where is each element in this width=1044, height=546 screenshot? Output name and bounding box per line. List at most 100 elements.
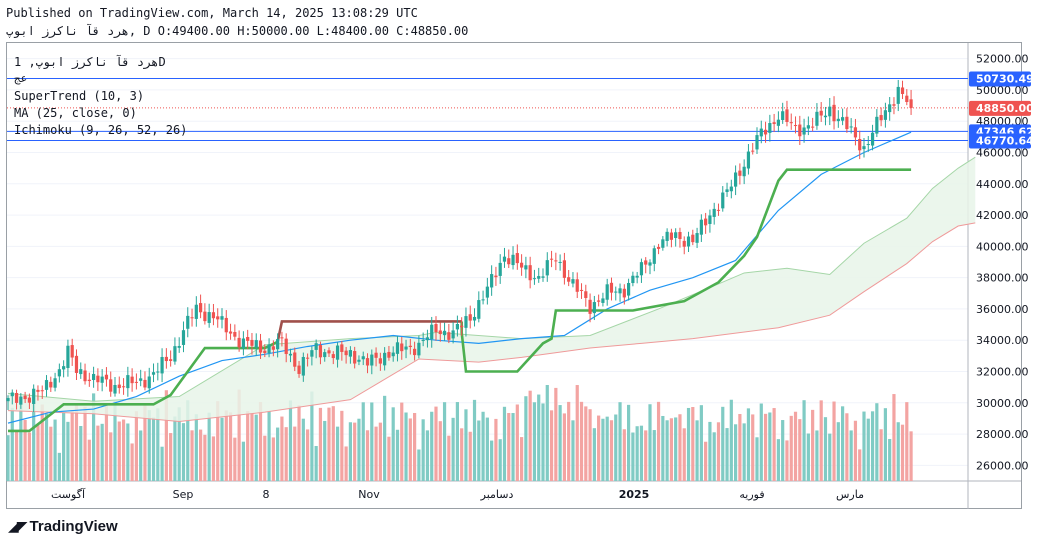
candle-body xyxy=(806,125,810,129)
volume-bar xyxy=(853,420,858,481)
volume-bar xyxy=(742,423,746,481)
volume-bar xyxy=(143,404,147,481)
candle-body xyxy=(532,278,537,280)
candle-body xyxy=(763,129,768,135)
candle-body xyxy=(858,139,862,151)
volume-bar xyxy=(845,413,849,481)
candle-body xyxy=(597,300,601,302)
candle-body xyxy=(404,346,408,350)
candle-body xyxy=(472,316,477,321)
candle-body xyxy=(211,312,216,319)
candle-body xyxy=(870,132,875,146)
candle-body xyxy=(507,258,511,265)
volume-bar xyxy=(793,411,798,481)
candle-body xyxy=(485,286,489,298)
candle-body xyxy=(490,274,494,288)
price-tick-label: 52000.00 xyxy=(976,53,1029,66)
candle-body xyxy=(344,350,348,356)
legend-supertrend[interactable]: SuperTrend (10, 3) xyxy=(14,89,145,103)
volume-bar xyxy=(62,412,66,481)
volume-bar xyxy=(100,423,104,481)
candle-body xyxy=(224,317,228,333)
candle-body xyxy=(74,355,79,373)
volume-bar xyxy=(413,412,417,481)
candle-body xyxy=(699,219,703,235)
candle-body xyxy=(618,288,622,294)
volume-bar xyxy=(798,419,802,481)
volume-bar xyxy=(746,408,751,481)
volume-bar xyxy=(588,409,592,481)
candle-body xyxy=(70,345,74,358)
candle-body xyxy=(695,233,699,243)
volume-bar xyxy=(652,430,656,481)
legend-ma[interactable]: MA (25, close, 0) xyxy=(14,106,137,120)
volume-bar xyxy=(507,413,511,481)
volume-bar xyxy=(186,400,190,481)
candles xyxy=(6,79,913,413)
volume-bar xyxy=(729,399,733,481)
volume-bar xyxy=(549,410,554,481)
candle-body xyxy=(639,262,644,276)
volume-bar xyxy=(220,417,224,481)
volume-bar xyxy=(438,421,442,481)
volume-bar xyxy=(258,401,263,481)
candle-body xyxy=(802,127,806,135)
candle-body xyxy=(734,172,738,187)
volume-bar xyxy=(391,407,395,481)
candle-body xyxy=(678,232,682,240)
legend-symbol[interactable]: هرد قآ ناكرز ابوپ, 1D xyxy=(14,55,166,69)
candle-body xyxy=(288,353,293,356)
volume-bar xyxy=(648,404,652,481)
volume-bar xyxy=(870,411,875,481)
volume-bar xyxy=(374,426,378,481)
volume-bar xyxy=(815,430,819,481)
volume-bar xyxy=(169,433,173,481)
price-tick-label: 28000.00 xyxy=(976,428,1029,441)
volume-bar xyxy=(447,435,451,481)
legend-ichimoku[interactable]: Ichimoku (9, 26, 52, 26) xyxy=(14,123,188,137)
candle-body xyxy=(592,302,596,314)
volume-bar xyxy=(6,435,10,481)
time-tick-label: 8 xyxy=(263,488,270,501)
candle-body xyxy=(306,357,310,359)
candle-body xyxy=(258,340,263,353)
volume-bar xyxy=(190,430,194,481)
candle-body xyxy=(335,345,340,360)
candle-body xyxy=(32,388,36,404)
volume-bar xyxy=(121,419,126,481)
volume-bar xyxy=(464,409,468,481)
candle-body xyxy=(558,261,562,263)
volume-bar xyxy=(866,418,870,481)
volume-bar xyxy=(254,414,258,481)
candle-body xyxy=(644,260,648,265)
time-tick-label: دسامبر xyxy=(480,488,514,501)
candle-body xyxy=(609,282,614,293)
volume-bar xyxy=(455,402,459,481)
candle-body xyxy=(117,384,121,389)
candle-body xyxy=(584,291,588,299)
price-tick-label: 46000.00 xyxy=(976,147,1029,160)
volume-bar xyxy=(181,423,186,481)
candle-body xyxy=(27,397,31,403)
volume-bar xyxy=(164,390,168,481)
candle-body xyxy=(614,291,618,293)
candle-body xyxy=(875,116,879,134)
candle-body xyxy=(147,376,151,389)
volume-bar xyxy=(134,411,138,481)
volume-bar xyxy=(609,420,614,481)
candle-body xyxy=(674,232,678,238)
tradingview-logo[interactable]: ◢◤ TradingView xyxy=(8,518,118,535)
chart-frame[interactable] xyxy=(6,42,1022,509)
price-tick-label: 34000.00 xyxy=(976,334,1029,347)
volume-bar xyxy=(481,411,485,481)
candle-body xyxy=(370,354,374,366)
candle-body xyxy=(323,352,327,358)
price-tick-label: 26000.00 xyxy=(976,459,1029,472)
volume-bar xyxy=(554,387,558,481)
volume-bar xyxy=(451,417,455,481)
volume-bar xyxy=(203,434,207,481)
volume-bar xyxy=(199,429,203,481)
volume-bar xyxy=(669,418,673,481)
